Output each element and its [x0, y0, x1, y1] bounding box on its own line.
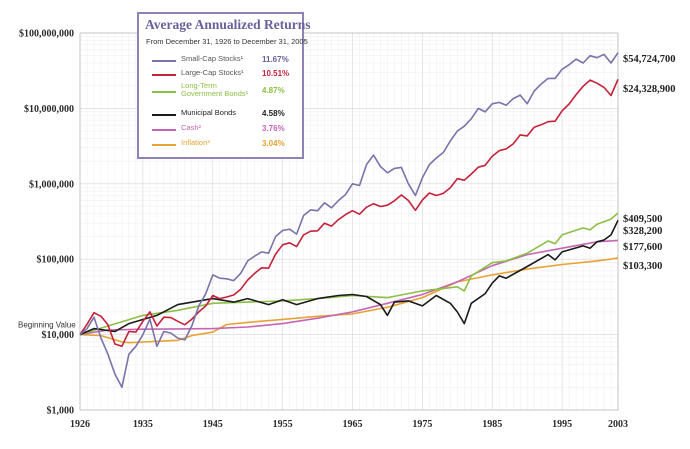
series-line-municipal-bonds	[79, 219, 619, 336]
series-line-small-cap-stocks	[79, 52, 619, 389]
y-tick-label: $100,000	[37, 255, 75, 266]
legend-swatch	[152, 114, 176, 116]
y-tick-label: $1,000	[47, 406, 75, 417]
legend-series-name: Small-Cap Stocks¹	[181, 54, 244, 63]
legend-item: Municipal Bonds 4.58%	[139, 108, 302, 126]
x-axis-ticks: 1926 1935 1945 1955 1965 1975 1985 1995 2003	[70, 419, 628, 430]
legend-item: Long-Term Government Bonds¹ 4.87%	[139, 81, 302, 103]
legend-swatch	[152, 91, 176, 93]
end-value-label: $177,600	[623, 242, 662, 253]
series-line-long-term-government-bonds	[79, 212, 619, 336]
legend-return-value: 4.87%	[262, 86, 285, 95]
legend-swatch	[152, 60, 176, 62]
x-tick-label: 1926	[70, 419, 90, 430]
x-tick-label: 1965	[342, 419, 362, 430]
x-tick-label: 1995	[552, 419, 572, 430]
series-line-cash	[79, 239, 619, 336]
legend-return-value: 3.76%	[262, 124, 285, 133]
legend-return-value: 10.51%	[262, 69, 290, 78]
legend-swatch	[152, 144, 176, 146]
end-value-label: $24,328,900	[623, 84, 676, 95]
legend-series-name: Long-Term Government Bonds¹	[181, 81, 249, 98]
legend: Average Annualized Returns From December…	[137, 12, 311, 159]
x-tick-label: 1955	[273, 419, 293, 430]
y-tick-label: $1,000,000	[29, 179, 74, 190]
x-tick-label: 1975	[412, 419, 432, 430]
x-tick-label: 1945	[203, 419, 223, 430]
legend-return-value: 3.04%	[262, 139, 285, 148]
end-value-labels: $54,724,700 $24,328,900 $409,500$328,200 $1…	[623, 54, 676, 272]
legend-item: Inflation³ 3.04%	[139, 138, 302, 156]
legend-item: Cash² 3.76%	[139, 123, 302, 141]
legend-series-name: Cash²	[181, 123, 202, 132]
y-axis-ticks: $100,000,000 $10,000,000 $1,000,000 $100,00…	[19, 29, 74, 417]
legend-return-value: 4.58%	[262, 109, 285, 118]
x-tick-label: 1985	[482, 419, 502, 430]
y-tick-label: $10,000,000	[24, 104, 74, 115]
legend-series-name: Municipal Bonds	[181, 108, 237, 117]
x-tick-label: 1935	[133, 419, 153, 430]
chart-title: Average Annualized Returns	[145, 17, 311, 32]
y-tick-label: $10,000	[42, 330, 75, 341]
legend-item: Small-Cap Stocks¹ 11.67%	[139, 54, 302, 72]
series-line-large-cap-stocks	[79, 78, 619, 348]
baseline-label: Beginning Value	[18, 321, 76, 330]
end-value-label: $328,200	[623, 226, 662, 237]
legend-series-name: Large-Cap Stocks¹	[181, 68, 244, 77]
end-value-label: $54,724,700	[623, 54, 676, 65]
legend-series-name: Inflation³	[181, 138, 210, 147]
end-value-label: $103,300	[623, 261, 662, 272]
legend-return-value: 11.67%	[262, 55, 289, 64]
chart-subtitle: From December 31, 1926 to December 31, 2…	[146, 37, 308, 46]
y-tick-label: $100,000,000	[19, 29, 74, 40]
legend-swatch	[152, 129, 176, 131]
series-lines	[79, 52, 619, 389]
end-value-label: $409,500	[623, 214, 662, 225]
legend-item: Large-Cap Stocks¹ 10.51%	[139, 68, 302, 86]
x-tick-label: 2003	[608, 419, 628, 430]
legend-swatch	[152, 74, 176, 76]
